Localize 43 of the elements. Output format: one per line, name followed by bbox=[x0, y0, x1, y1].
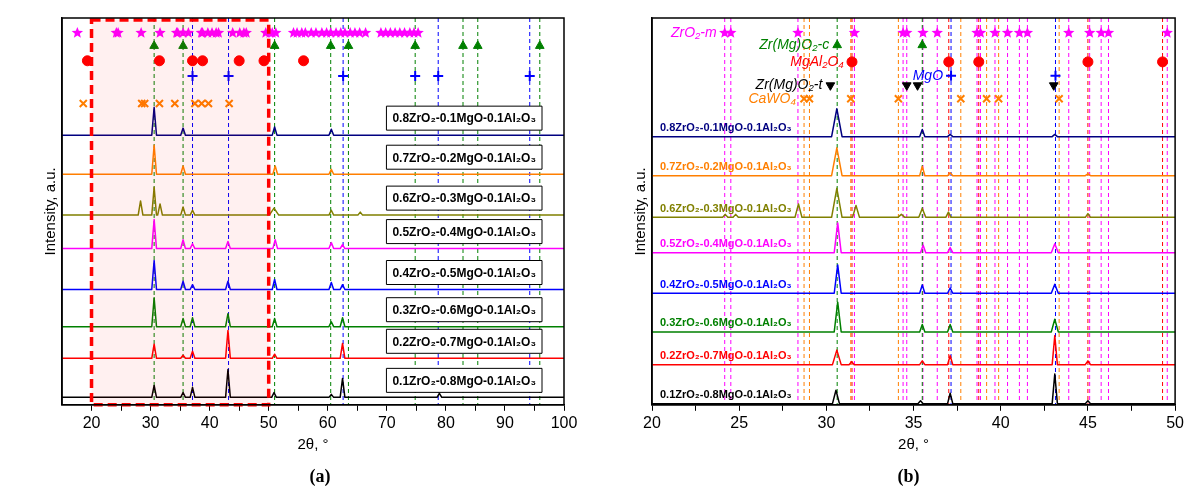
x-tick-label: 80 bbox=[436, 413, 455, 431]
x-tick-label: 30 bbox=[817, 413, 836, 431]
x-tick-label: 60 bbox=[318, 413, 337, 431]
series-label: 0.5ZrO₂-0.4MgO-0.1Al₂O₃ bbox=[660, 237, 792, 250]
series-label: 0.1ZrO₂-0.8MgO-0.1Al₂O₃ bbox=[392, 373, 536, 388]
series-label: 0.6ZrO₂-0.3MgO-0.1Al₂O₃ bbox=[392, 191, 536, 206]
series-label: MgAl₂O₄ bbox=[790, 52, 845, 69]
series-label: 0.8ZrO₂-0.1MgO-0.1Al₂O₃ bbox=[660, 121, 792, 134]
series-label: 0.7ZrO₂-0.2MgO-0.1Al₂O₃ bbox=[660, 160, 792, 173]
x-tick-label: 45 bbox=[1079, 413, 1097, 431]
series-label: 0.2ZrO₂-0.7MgO-0.1Al₂O₃ bbox=[660, 349, 792, 362]
series-label: 0.3ZrO₂-0.6MgO-0.1Al₂O₃ bbox=[392, 303, 536, 318]
series-label: 0.1ZrO₂-0.8MgO-0.1Al₂O₃ bbox=[660, 388, 792, 401]
x-tick-label: 35 bbox=[904, 413, 923, 431]
x-tick-label: 70 bbox=[377, 413, 396, 431]
x-tick-label: 90 bbox=[496, 413, 514, 431]
x-axis-title: 2θ, ° bbox=[297, 435, 329, 453]
series-label: 0.2ZrO₂-0.7MgO-0.1Al₂O₃ bbox=[392, 334, 536, 349]
x-tick-label: 40 bbox=[200, 413, 219, 431]
x-tick-label: 40 bbox=[991, 413, 1010, 431]
series-label: 0.6ZrO₂-0.3MgO-0.1Al₂O₃ bbox=[660, 201, 792, 214]
y-axis-title: Intensity, a.u. bbox=[41, 167, 59, 256]
x-tick-label: 100 bbox=[550, 413, 578, 431]
series-label: 0.4ZrO₂-0.5MgO-0.1Al₂O₃ bbox=[660, 277, 792, 290]
series-label: 0.8ZrO₂-0.1MgO-0.1Al₂O₃ bbox=[392, 111, 536, 126]
x-tick-label: 25 bbox=[730, 413, 749, 431]
x-tick-label: 20 bbox=[82, 413, 101, 431]
x-tick-label: 50 bbox=[259, 413, 278, 431]
series-label: 0.7ZrO₂-0.2MgO-0.1Al₂O₃ bbox=[392, 150, 536, 165]
x-axis-title: 2θ, ° bbox=[898, 435, 930, 453]
y-axis-title: Intensity, a.u. bbox=[631, 167, 649, 256]
x-tick-label: 30 bbox=[141, 413, 160, 431]
series-label: Zr(Mg)O₂-c bbox=[758, 36, 830, 53]
text: (a) bbox=[308, 466, 332, 487]
series-label: 0.3ZrO₂-0.6MgO-0.1Al₂O₃ bbox=[660, 316, 792, 329]
series-label: ZrO₂-m bbox=[669, 23, 718, 40]
series-label: 0.5ZrO₂-0.4MgO-0.1Al₂O₃ bbox=[392, 224, 536, 239]
series-label: Zr(Mg)O₂-t bbox=[754, 76, 824, 93]
x-tick-label: 50 bbox=[1166, 413, 1185, 431]
text: (b) bbox=[896, 466, 921, 487]
series-label: 0.4ZrO₂-0.5MgO-0.1Al₂O₃ bbox=[392, 265, 536, 280]
x-tick-label: 20 bbox=[643, 413, 661, 431]
series-label: MgO bbox=[912, 66, 944, 83]
